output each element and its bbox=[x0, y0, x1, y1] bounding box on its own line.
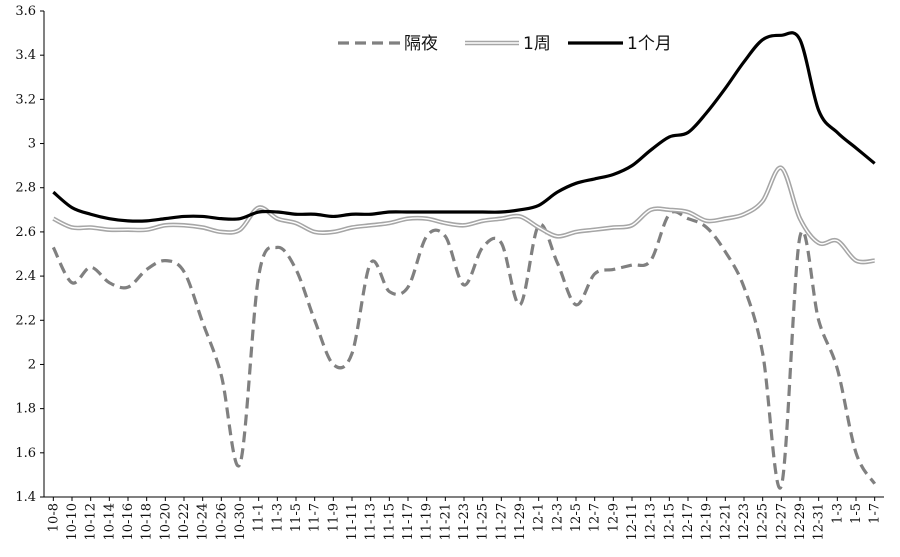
x-tick-label: 12-19 bbox=[700, 503, 715, 540]
legend-item-3: 1个月 bbox=[568, 34, 672, 54]
x-tick-label: 11-11 bbox=[345, 503, 360, 540]
x-tick-label: 12-21 bbox=[718, 503, 733, 540]
x-tick-label: 10-12 bbox=[84, 503, 99, 540]
x-tick-label: 12-29 bbox=[793, 503, 808, 540]
series-line bbox=[52, 165, 875, 265]
y-tick-labels: 1.4 1.6 1.8 2 2.2 2.4 2.6 2.8 3 3.2 3.4 3.6 bbox=[15, 4, 36, 505]
x-tick-label: 10-26 bbox=[214, 503, 229, 540]
y-tick-label: 3 bbox=[28, 137, 36, 152]
x-tick-label: 10-10 bbox=[65, 503, 80, 540]
x-tick-label: 11-25 bbox=[476, 503, 491, 540]
x-tick-label: 11-9 bbox=[326, 503, 341, 532]
series-1 bbox=[51, 210, 877, 490]
y-tick-label: 3.6 bbox=[15, 4, 36, 19]
x-tick-label: 1-3 bbox=[830, 503, 845, 524]
x-tick-label: 10-30 bbox=[233, 503, 248, 540]
legend-item-2: 1周 bbox=[465, 34, 551, 54]
legend-label: 1个月 bbox=[627, 34, 672, 54]
x-tick-label: 10-24 bbox=[196, 503, 211, 540]
legend: 隔夜 1周 1个月 bbox=[338, 34, 672, 54]
x-tick-label: 12-3 bbox=[550, 503, 565, 532]
x-tick-label: 11-3 bbox=[270, 503, 285, 532]
axes bbox=[40, 10, 884, 501]
y-tick-label: 1.8 bbox=[15, 402, 36, 417]
x-tick-label: 12-15 bbox=[662, 503, 677, 540]
y-tick-label: 3.4 bbox=[15, 48, 36, 63]
y-tick-label: 2.6 bbox=[15, 225, 36, 240]
x-tick-label: 11-13 bbox=[364, 503, 379, 540]
x-tick-label: 12-31 bbox=[812, 503, 827, 540]
x-tick-label: 12-23 bbox=[737, 503, 752, 540]
legend-item-1: 隔夜 bbox=[338, 34, 438, 54]
x-tick-label: 11-7 bbox=[308, 503, 323, 532]
x-tick-label: 11-23 bbox=[457, 503, 472, 540]
y-tick-label: 2.2 bbox=[15, 313, 36, 328]
x-tick-label: 11-19 bbox=[420, 503, 435, 540]
x-tick-label: 11-17 bbox=[401, 503, 416, 540]
x-tick-label: 10-14 bbox=[102, 503, 117, 540]
x-tick-label: 12-5 bbox=[569, 503, 584, 532]
x-tick-label: 10-16 bbox=[121, 503, 136, 540]
y-tick-label: 2 bbox=[28, 357, 36, 372]
series-line bbox=[52, 31, 876, 223]
x-tick-labels: 10-8 10-10 10-12 10-14 10-16 10-18 10-20 10-22 1… bbox=[46, 503, 882, 540]
y-tick-label: 1.6 bbox=[15, 446, 36, 461]
x-tick-label: 11-21 bbox=[438, 503, 453, 540]
legend-label: 1周 bbox=[523, 34, 551, 54]
x-tick-label: 12-11 bbox=[625, 503, 640, 540]
x-tick-label: 11-5 bbox=[289, 503, 304, 532]
x-tick-label: 12-25 bbox=[756, 503, 771, 540]
x-tick-label: 11-15 bbox=[382, 503, 397, 540]
series-3 bbox=[52, 31, 876, 223]
x-tick-label: 10-20 bbox=[158, 503, 173, 540]
y-tick-label: 1.4 bbox=[15, 490, 36, 505]
y-tick-label: 3.2 bbox=[15, 92, 36, 107]
x-tick-label: 12-1 bbox=[532, 503, 547, 532]
x-tick-label: 12-9 bbox=[606, 503, 621, 532]
x-tick-label: 11-29 bbox=[513, 503, 528, 540]
x-tick-label: 11-1 bbox=[252, 503, 267, 532]
x-tick-label: 1-7 bbox=[868, 503, 883, 524]
series-line bbox=[51, 210, 877, 490]
x-tick-label: 12-27 bbox=[774, 503, 789, 540]
legend-label: 隔夜 bbox=[404, 34, 438, 54]
x-tick-label: 12-7 bbox=[588, 503, 603, 532]
x-tick-label: 12-13 bbox=[644, 503, 659, 540]
x-tick-label: 11-27 bbox=[494, 503, 509, 540]
series-2 bbox=[52, 165, 875, 265]
x-tick-label: 10-18 bbox=[140, 503, 155, 540]
x-tick-label: 1-5 bbox=[849, 503, 864, 524]
y-tick-label: 2.8 bbox=[15, 181, 36, 196]
y-tick-label: 2.4 bbox=[15, 269, 36, 284]
x-tick-label: 12-17 bbox=[681, 503, 696, 540]
series-layer bbox=[51, 31, 877, 490]
x-tick-label: 10-8 bbox=[46, 503, 61, 532]
x-tick-label: 10-22 bbox=[177, 503, 192, 540]
series-line bbox=[53, 167, 875, 263]
